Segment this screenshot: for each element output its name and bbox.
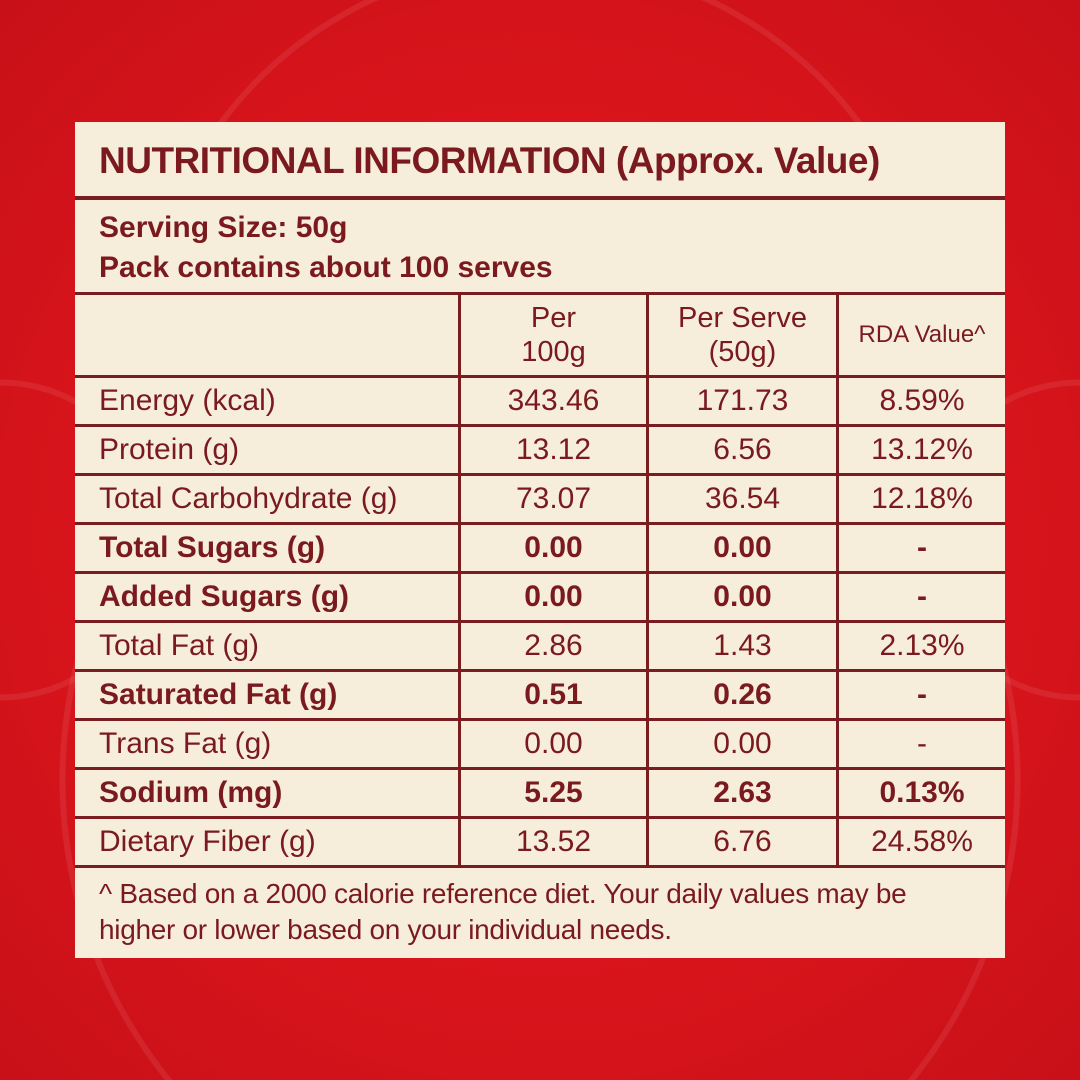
- table-row: Total Carbohydrate (g) 73.07 36.54 12.18%: [75, 473, 1005, 525]
- value-per-serve: 0.00: [646, 718, 839, 770]
- value-rda: 13.12%: [836, 424, 1005, 476]
- nutrient-name: Energy (kcal): [75, 375, 461, 427]
- nutrient-name: Total Carbohydrate (g): [75, 473, 461, 525]
- table-row: Saturated Fat (g) 0.51 0.26-: [75, 669, 1005, 721]
- footnote: ^ Based on a 2000 calorie reference diet…: [99, 878, 907, 945]
- value-per-100g: 343.46: [458, 375, 649, 427]
- value-per-serve: 1.43: [646, 620, 839, 672]
- header-rda: RDA Value^: [836, 292, 1005, 378]
- value-per-serve: 6.76: [646, 816, 839, 868]
- serving-info: Serving Size: 50g Pack contains about 10…: [99, 208, 553, 288]
- value-rda: 24.58%: [836, 816, 1005, 868]
- value-per-serve: 0.26: [646, 669, 839, 721]
- value-per-100g: 0.00: [458, 571, 649, 623]
- header-per-100g-text: Per 100g: [521, 302, 586, 368]
- nutrient-name: Saturated Fat (g): [75, 669, 461, 721]
- table-row: Sodium (mg) 5.25 2.63 0.13%: [75, 767, 1005, 819]
- serving-size: Serving Size: 50g: [99, 211, 348, 244]
- table-row: Protein (g) 13.12 6.56 13.12%: [75, 424, 1005, 476]
- table-row: Total Fat (g) 2.86 1.43 2.13%: [75, 620, 1005, 672]
- table-header: Per 100g Per Serve (50g) RDA Value^: [75, 292, 1005, 378]
- value-per-serve: 171.73: [646, 375, 839, 427]
- value-per-100g: 5.25: [458, 767, 649, 819]
- value-per-serve: 6.56: [646, 424, 839, 476]
- header-nutrient: [75, 292, 461, 378]
- value-per-100g: 0.00: [458, 522, 649, 574]
- value-per-100g: 73.07: [458, 473, 649, 525]
- value-per-100g: 13.52: [458, 816, 649, 868]
- nutrient-name: Added Sugars (g): [75, 571, 461, 623]
- value-per-100g: 0.00: [458, 718, 649, 770]
- value-rda: -: [836, 718, 1005, 770]
- table-row: Trans Fat (g) 0.00 0.00-: [75, 718, 1005, 770]
- header-per-serve: Per Serve (50g): [646, 292, 839, 378]
- header-per-100g: Per 100g: [458, 292, 649, 378]
- pack-contains: Pack contains about 100 serves: [99, 251, 553, 284]
- value-rda: 0.13%: [836, 767, 1005, 819]
- nutrition-table: Per 100g Per Serve (50g) RDA Value^ Ener…: [75, 292, 1005, 868]
- table-row: Energy (kcal) 343.46 171.73 8.59%: [75, 375, 1005, 427]
- value-per-serve: 0.00: [646, 571, 839, 623]
- table-row: Added Sugars (g) 0.00 0.00-: [75, 571, 1005, 623]
- value-rda: -: [836, 522, 1005, 574]
- nutrient-name: Sodium (mg): [75, 767, 461, 819]
- nutrient-name: Total Fat (g): [75, 620, 461, 672]
- value-rda: -: [836, 571, 1005, 623]
- panel-title: NUTRITIONAL INFORMATION (Approx. Value): [75, 122, 1005, 200]
- nutrient-name: Total Sugars (g): [75, 522, 461, 574]
- table-row: Total Sugars (g) 0.00 0.00-: [75, 522, 1005, 574]
- nutrient-name: Protein (g): [75, 424, 461, 476]
- nutrient-name: Trans Fat (g): [75, 718, 461, 770]
- value-per-100g: 2.86: [458, 620, 649, 672]
- value-rda: -: [836, 669, 1005, 721]
- value-rda: 2.13%: [836, 620, 1005, 672]
- value-per-serve: 0.00: [646, 522, 839, 574]
- value-per-serve: 36.54: [646, 473, 839, 525]
- value-per-100g: 0.51: [458, 669, 649, 721]
- nutrient-name: Dietary Fiber (g): [75, 816, 461, 868]
- value-rda: 8.59%: [836, 375, 1005, 427]
- header-per-serve-text: Per Serve (50g): [678, 302, 807, 368]
- value-per-100g: 13.12: [458, 424, 649, 476]
- value-rda: 12.18%: [836, 473, 1005, 525]
- value-per-serve: 2.63: [646, 767, 839, 819]
- table-row: Dietary Fiber (g) 13.52 6.76 24.58%: [75, 816, 1005, 868]
- nutrition-panel: NUTRITIONAL INFORMATION (Approx. Value) …: [75, 122, 1005, 958]
